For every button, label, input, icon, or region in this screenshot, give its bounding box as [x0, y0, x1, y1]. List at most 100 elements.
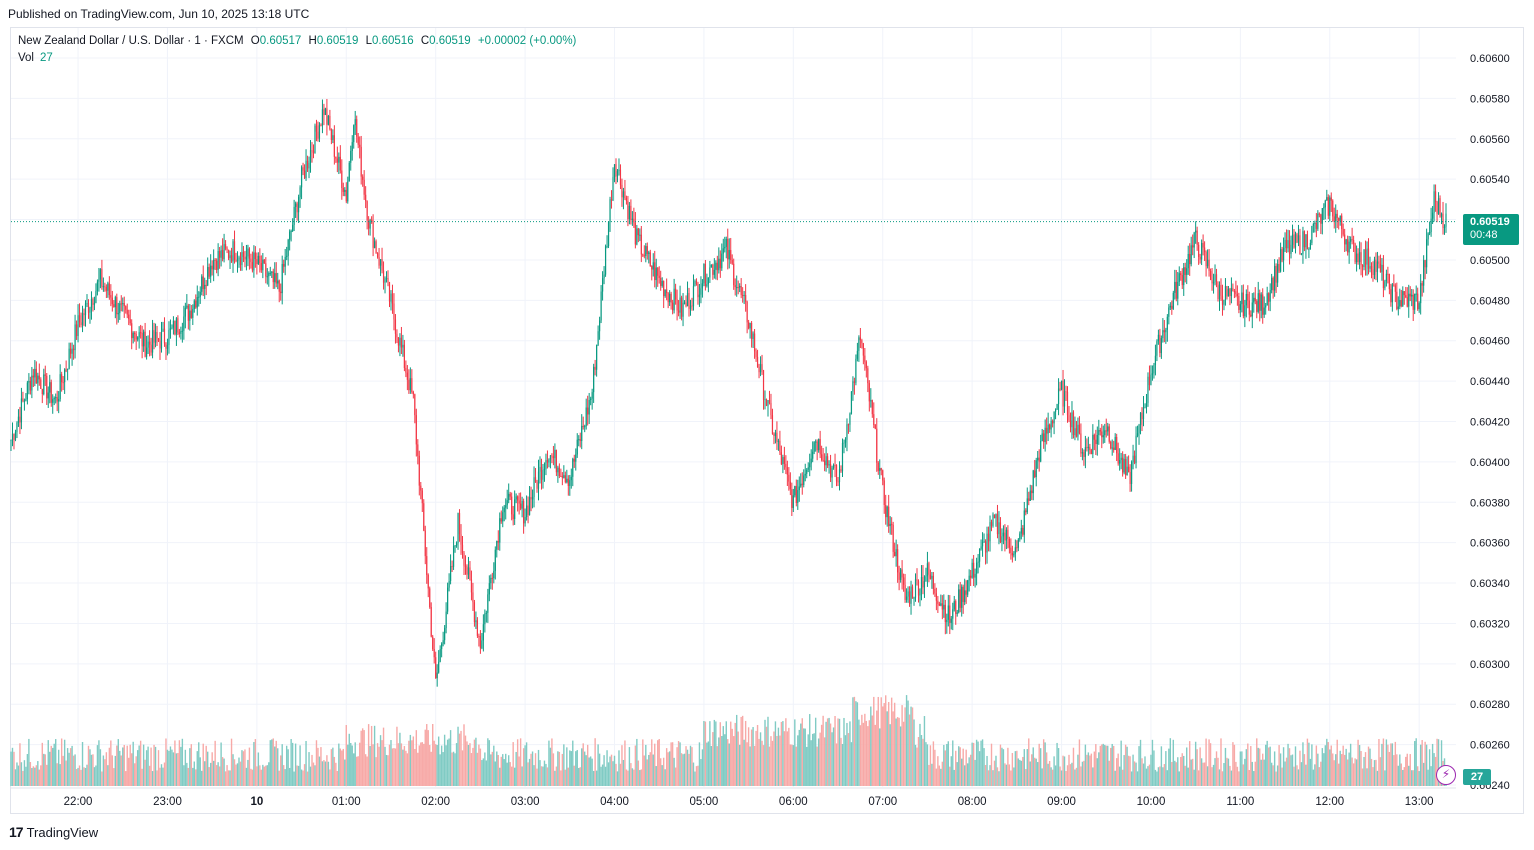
candle-body: [1221, 295, 1224, 305]
volume-bar: [1208, 739, 1210, 786]
chart-frame[interactable]: [10, 27, 1524, 814]
volume-bar: [1264, 744, 1267, 786]
candle-body: [457, 513, 459, 544]
volume-bar: [25, 766, 27, 786]
volume-bar: [557, 751, 559, 786]
candle-body: [229, 255, 231, 259]
candle-body: [570, 476, 572, 481]
candle-body: [728, 249, 730, 260]
candle-body: [22, 398, 24, 401]
volume-bar: [826, 718, 829, 786]
candle-body: [470, 579, 473, 593]
footer-brand[interactable]: 17 TradingView: [9, 824, 98, 840]
candle-body: [469, 567, 471, 580]
volume-bar: [624, 740, 626, 786]
candle-body: [144, 331, 146, 357]
candle-body: [1333, 216, 1335, 222]
volume-bar: [570, 751, 572, 786]
candle-body: [742, 294, 744, 296]
volume-bar: [728, 743, 730, 786]
volume-bar: [610, 754, 613, 786]
candle-body: [390, 293, 392, 302]
volume-bar: [1092, 767, 1094, 786]
y-tick-label: 0.60600: [1470, 53, 1510, 65]
volume-bar: [552, 753, 555, 786]
symbol-title[interactable]: New Zealand Dollar / U.S. Dollar · 1 · F…: [18, 35, 244, 47]
volume-bar: [698, 742, 701, 786]
volume-bar: [804, 728, 806, 786]
candle-body: [1008, 538, 1010, 548]
candle-body: [1203, 247, 1206, 253]
volume-bar: [1057, 748, 1060, 786]
volume-bar: [466, 741, 468, 786]
candle-body: [1426, 239, 1428, 268]
volume-bar: [1355, 759, 1358, 786]
volume-bar: [434, 744, 437, 786]
volume-bar: [1290, 755, 1292, 786]
candle-body: [850, 391, 853, 414]
candle-body: [308, 162, 310, 169]
volume-bar: [1056, 742, 1058, 786]
candle-body: [1028, 498, 1030, 501]
candle-body: [476, 620, 479, 636]
volume-bar: [604, 766, 607, 786]
candle-body: [113, 304, 115, 308]
lightning-icon[interactable]: ⚡: [1436, 765, 1456, 785]
volume-bar: [677, 741, 680, 786]
candle-body: [1251, 302, 1253, 317]
y-tick-label: 0.60400: [1470, 457, 1510, 469]
volume-bar: [260, 769, 263, 786]
volume-bar: [250, 768, 252, 786]
volume-bar: [628, 747, 631, 786]
candle-body: [606, 245, 608, 247]
volume-bar: [26, 754, 29, 786]
candle-body: [928, 563, 930, 575]
candle-body: [1069, 420, 1072, 428]
candle-body: [1063, 391, 1066, 407]
volume-bar: [1345, 748, 1347, 786]
volume-label[interactable]: Vol: [18, 52, 34, 64]
candle-body: [165, 343, 167, 349]
candle-body: [1379, 263, 1382, 273]
volume-bar: [162, 767, 164, 786]
candle-body: [219, 251, 221, 258]
volume-bar: [758, 738, 760, 786]
volume-bar: [950, 756, 952, 786]
candle-body: [1372, 269, 1374, 275]
candle-body: [1236, 294, 1238, 297]
volume-bar: [442, 752, 444, 786]
candle-body: [557, 467, 559, 473]
candle-body: [254, 252, 256, 260]
volume-bar: [1242, 764, 1245, 786]
candle-body: [1102, 435, 1104, 438]
volume-bar: [308, 752, 310, 786]
candle-body: [645, 246, 647, 256]
candle-body: [970, 575, 972, 578]
volume-bar: [697, 765, 699, 786]
volume-bar: [893, 702, 896, 786]
candle-body: [96, 281, 99, 292]
volume-bar: [584, 751, 586, 786]
candle-body: [1092, 434, 1094, 455]
candle-body: [961, 586, 963, 608]
volume-bar: [1142, 763, 1145, 786]
volume-bar: [780, 721, 783, 786]
candle-body: [695, 280, 698, 284]
volume-bar: [740, 716, 742, 786]
volume-bar: [868, 720, 871, 786]
candle-body: [1019, 533, 1021, 540]
candle-body: [232, 241, 234, 262]
volume-bar: [309, 766, 312, 786]
candle-body: [1445, 213, 1447, 227]
volume-bar: [224, 771, 227, 786]
candle-body: [509, 493, 511, 497]
candle-body: [686, 293, 689, 307]
candle-body: [93, 302, 96, 305]
volume-bar: [1253, 771, 1255, 786]
volume-bar: [1096, 758, 1099, 786]
volume-bar: [1042, 739, 1045, 786]
candle-body: [897, 549, 899, 573]
candle-body: [14, 432, 17, 440]
volume-bar: [995, 755, 997, 786]
